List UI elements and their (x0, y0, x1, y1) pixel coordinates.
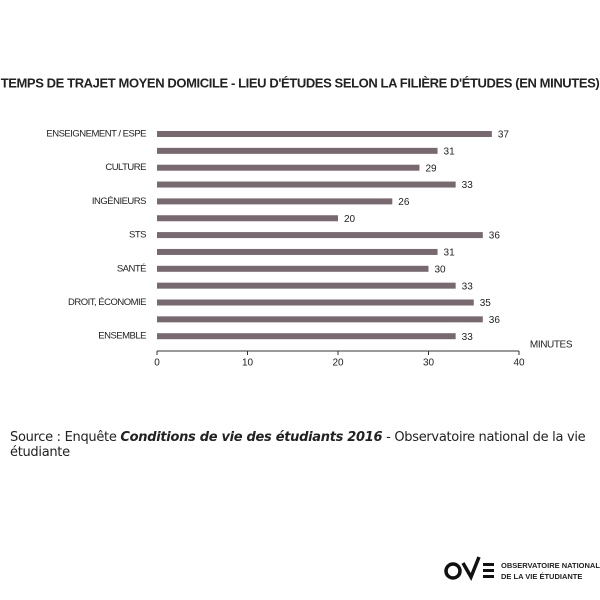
x-tick-label: 10 (242, 358, 254, 369)
x-axis-label: MINUTES (530, 340, 573, 351)
y-tick-label: CULTURE (105, 162, 146, 173)
bar (157, 299, 474, 306)
value-label: 20 (344, 214, 356, 225)
source-text: Enquête (64, 430, 117, 445)
y-tick-label: INGÉNIEURS (92, 196, 146, 207)
y-tick-label: STS (129, 230, 146, 241)
value-label: 33 (462, 281, 474, 292)
value-label: 31 (444, 146, 456, 157)
value-label: 30 (435, 264, 447, 275)
y-tick-label: SANTÉ (117, 263, 146, 274)
value-label: 26 (398, 197, 410, 208)
x-tick-label: 0 (154, 358, 160, 369)
bar (157, 265, 429, 272)
value-label: 33 (462, 180, 474, 191)
x-tick-label: 40 (513, 358, 525, 369)
value-label: 29 (425, 163, 437, 174)
x-tick-label: 20 (332, 358, 344, 369)
y-tick-label: DROIT, ÉCONOMIE (68, 297, 146, 308)
value-label: 36 (489, 231, 501, 242)
logo-text: OBSERVATOIRE NATIONAL (501, 561, 600, 570)
bar (157, 198, 393, 205)
logo-mark (444, 556, 494, 582)
logo-text: DE LA VIE ÉTUDIANTE (501, 572, 582, 581)
bar (157, 282, 456, 289)
y-tick-label: ENSEMBLE (98, 331, 146, 342)
y-tick-label: ENSEIGNEMENT / ESPE (46, 129, 146, 140)
bar (157, 181, 456, 188)
bar (157, 131, 492, 137)
x-tick-label: 30 (423, 358, 435, 369)
source-text: - Observatoire national de la vie étudia… (10, 430, 586, 460)
value-label: 37 (498, 130, 510, 141)
value-label: 36 (489, 315, 501, 326)
bar (157, 215, 338, 222)
source: Source : Enquête Conditions de vie des é… (10, 430, 600, 460)
bar (157, 248, 438, 255)
bar (157, 147, 438, 154)
value-label: 33 (462, 332, 474, 343)
bar (157, 164, 420, 171)
bar (157, 316, 483, 323)
bar (157, 232, 483, 239)
source-label: Source : (10, 430, 61, 445)
value-label: 31 (444, 248, 456, 259)
bar (157, 333, 456, 340)
value-label: 35 (480, 298, 492, 309)
chart-title: TEMPS DE TRAJET MOYEN DOMICILE - LIEU D'… (1, 75, 600, 90)
source-emphasis: Conditions de vie des étudiants 2016 (120, 430, 383, 445)
